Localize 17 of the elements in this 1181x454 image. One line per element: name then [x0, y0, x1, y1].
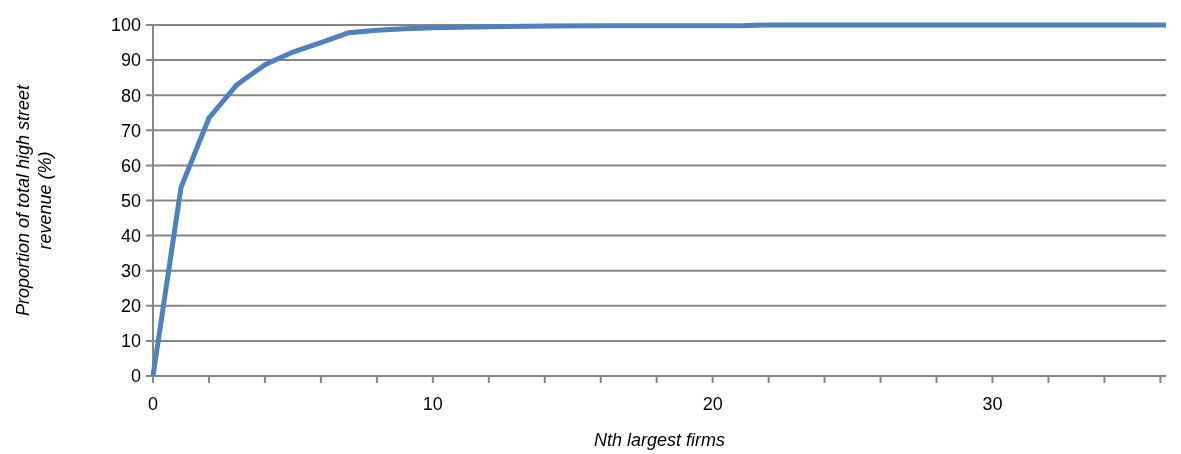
y-tick-label: 10 [120, 331, 141, 352]
x-tick-label: 0 [147, 394, 159, 414]
x-tick-label: 30 [982, 394, 1003, 414]
x-tick-label: 20 [702, 394, 723, 414]
y-tick-label: 0 [130, 366, 141, 387]
y-tick-label: 40 [120, 225, 141, 246]
y-tick-label: 60 [120, 155, 141, 176]
y-tick-label: 50 [120, 190, 141, 211]
x-axis-title: Nth largest firms [593, 430, 726, 450]
y-tick-label: 20 [120, 296, 141, 317]
y-axis-title: Proportion of total high street revenue (%) [13, 83, 55, 317]
y-tick-label: 70 [120, 120, 141, 141]
y-tick-label: 30 [120, 261, 141, 281]
y-tick-label: 100 [110, 15, 141, 36]
y-tick-label: 80 [120, 85, 141, 106]
y-tick-label: 90 [120, 50, 141, 71]
x-tick-label: 10 [422, 394, 443, 414]
